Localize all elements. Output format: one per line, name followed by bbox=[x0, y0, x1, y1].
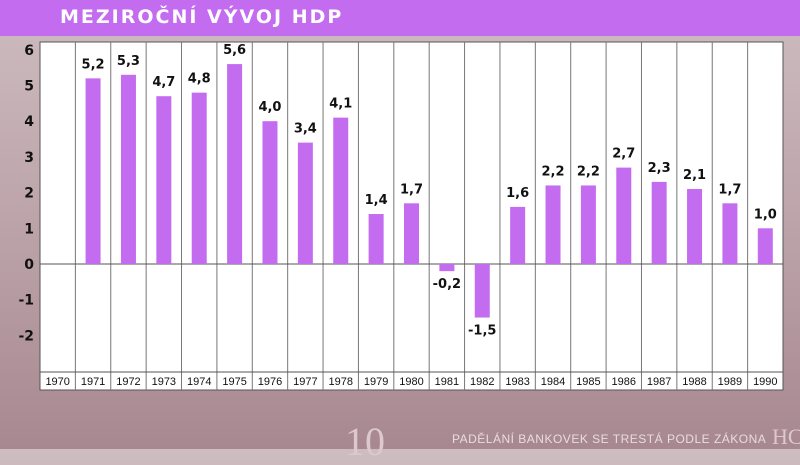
x-tick-label: 1981 bbox=[435, 376, 459, 388]
bar-1987 bbox=[651, 181, 667, 264]
x-tick-label: 1975 bbox=[222, 376, 246, 388]
bar-1984 bbox=[545, 185, 561, 264]
x-tick-label: 1974 bbox=[187, 376, 211, 388]
x-tick-label: 1971 bbox=[81, 376, 105, 388]
bar-1978 bbox=[333, 117, 349, 264]
y-tick-label: 5 bbox=[24, 79, 34, 95]
bar-1982 bbox=[474, 264, 490, 318]
x-tick-label: 1979 bbox=[364, 376, 388, 388]
data-label: 2,1 bbox=[683, 168, 706, 183]
x-tick-label: 1980 bbox=[399, 376, 423, 388]
y-tick-label: 6 bbox=[24, 43, 34, 59]
x-tick-label: 1982 bbox=[470, 376, 494, 388]
y-tick-label: 2 bbox=[24, 186, 34, 202]
bar-1971 bbox=[85, 78, 101, 264]
bar-1988 bbox=[687, 189, 703, 264]
bar-1980 bbox=[404, 203, 419, 264]
x-tick-label: 1970 bbox=[45, 376, 69, 388]
x-tick-label: 1990 bbox=[753, 376, 777, 388]
data-label: 1,4 bbox=[365, 193, 388, 208]
x-tick-label: 1985 bbox=[576, 376, 600, 388]
y-tick-label: 0 bbox=[24, 257, 34, 273]
bar-1981 bbox=[439, 264, 455, 272]
y-tick-label: 1 bbox=[24, 221, 34, 237]
x-tick-label: 1973 bbox=[152, 376, 176, 388]
bar-1974 bbox=[191, 92, 207, 264]
x-tick-label: 1977 bbox=[293, 376, 317, 388]
x-tick-label: 1983 bbox=[505, 376, 529, 388]
x-tick-label: 1988 bbox=[682, 376, 706, 388]
data-label: 4,8 bbox=[188, 72, 211, 87]
bar-1985 bbox=[580, 185, 596, 264]
x-tick-label: 1972 bbox=[116, 376, 140, 388]
y-tick-label: 4 bbox=[24, 114, 34, 130]
bar-1983 bbox=[510, 206, 526, 264]
x-tick-label: 1984 bbox=[541, 376, 565, 388]
data-label: 2,2 bbox=[542, 164, 565, 179]
chart-title: MEZIROČNÍ VÝVOJ HDP bbox=[60, 6, 344, 28]
data-label: 4,1 bbox=[329, 97, 352, 112]
data-label: 5,6 bbox=[223, 43, 246, 58]
x-tick-label: 1987 bbox=[647, 376, 671, 388]
x-tick-label: 1978 bbox=[328, 376, 352, 388]
bar-1986 bbox=[616, 167, 632, 264]
bar-1979 bbox=[368, 214, 384, 264]
data-label: 1,6 bbox=[506, 186, 529, 201]
data-label: -1,5 bbox=[468, 324, 496, 339]
data-label: 2,7 bbox=[612, 147, 635, 162]
x-tick-label: 1986 bbox=[612, 376, 636, 388]
data-label: 4,7 bbox=[152, 75, 175, 90]
bar-1976 bbox=[262, 121, 278, 264]
gdp-bar-chart: 6 5 4 3 2 1 0 -1 -2 1970 1971 5,2 1972 5,3 1973 4,7 1974… bbox=[18, 41, 784, 391]
data-label: 2,2 bbox=[577, 164, 600, 179]
title-bar: MEZIROČNÍ VÝVOJ HDP bbox=[0, 0, 800, 36]
data-label: 1,7 bbox=[400, 182, 423, 197]
data-label: 1,0 bbox=[754, 207, 777, 222]
data-label: 4,0 bbox=[258, 100, 281, 115]
data-label: 1,7 bbox=[718, 182, 741, 197]
banknote-warning: PADĚLÁNÍ BANKOVEK SE TRESTÁ PODLE ZÁKONA bbox=[452, 432, 767, 446]
bar-1972 bbox=[120, 74, 136, 264]
data-label: 3,4 bbox=[294, 122, 317, 137]
data-label: 2,3 bbox=[648, 161, 671, 176]
x-tick-label: 1989 bbox=[718, 376, 742, 388]
y-tick-label: 3 bbox=[24, 150, 34, 166]
bar-1989 bbox=[722, 203, 738, 264]
data-label: 5,2 bbox=[82, 57, 105, 72]
bar-1975 bbox=[227, 64, 243, 264]
bar-1977 bbox=[297, 142, 313, 264]
data-label: -0,2 bbox=[433, 277, 461, 292]
y-tick-label: -2 bbox=[18, 328, 34, 344]
bar-1990 bbox=[757, 228, 773, 264]
data-label: 5,3 bbox=[117, 54, 140, 69]
x-tick-label: 1976 bbox=[258, 376, 282, 388]
y-tick-label: -1 bbox=[18, 293, 34, 309]
banknote-edge-letters: HC bbox=[772, 424, 800, 449]
bar-1973 bbox=[156, 96, 172, 265]
